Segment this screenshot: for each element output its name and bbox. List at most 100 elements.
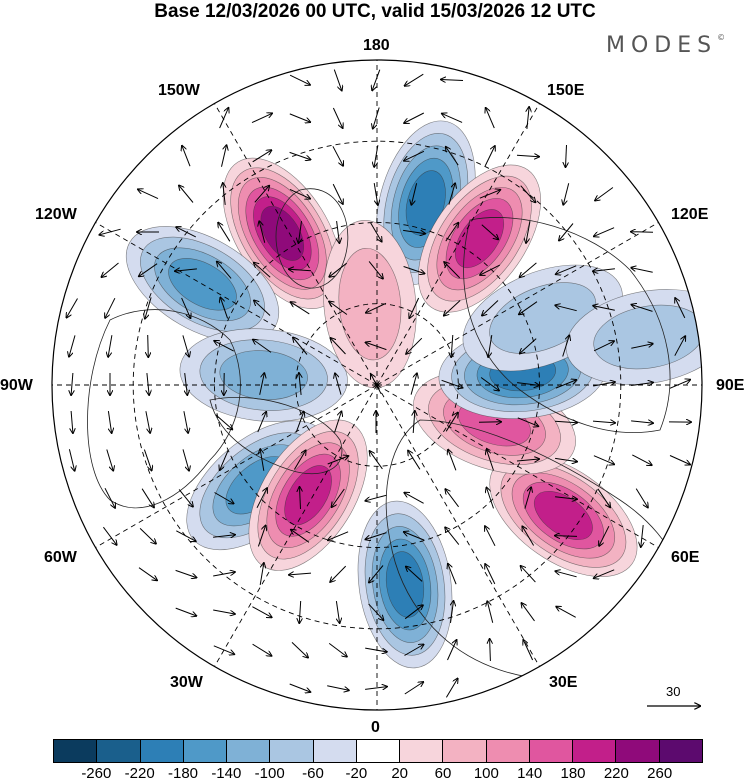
wind-arrow [451, 601, 454, 623]
wind-arrow [490, 639, 491, 662]
wind-arrow [555, 571, 577, 578]
lon-label-90w: 90W [0, 377, 33, 394]
wind-arrow [183, 411, 188, 433]
wind-arrow [329, 302, 348, 315]
wind-vectors [67, 69, 692, 698]
wind-arrow [181, 297, 191, 318]
wind-arrow [139, 263, 158, 277]
wind-arrow [139, 528, 156, 543]
wind-arrow [669, 380, 690, 389]
wind-arrow [404, 150, 425, 160]
wind-arrow [447, 640, 457, 661]
wind-arrow [103, 526, 116, 545]
wind-arrow [213, 535, 235, 538]
wind-arrow [445, 413, 458, 432]
wind-arrow [448, 183, 455, 205]
wind-arrow [451, 334, 453, 357]
colorbar-swatch [227, 740, 271, 762]
wind-arrow [444, 300, 461, 316]
wind-arrow [365, 687, 387, 690]
colorbar-swatch [356, 740, 401, 762]
wind-arrow [289, 151, 311, 159]
wind-arrow [106, 449, 113, 471]
wind-arrow [365, 494, 387, 501]
wind-arrow [481, 224, 498, 240]
wind-arrow [71, 410, 73, 433]
wind-arrow [441, 379, 463, 387]
wind-arrow [527, 107, 529, 129]
wind-arrow [299, 373, 301, 395]
lon-label-60w: 60W [44, 549, 77, 566]
wind-arrow [674, 336, 685, 356]
colorbar-tick-label: 60 [434, 765, 452, 782]
anomaly-center [357, 500, 453, 669]
wind-arrow [138, 567, 157, 581]
wind-arrow [260, 449, 265, 471]
colorbar-swatch [659, 740, 702, 762]
wind-arrow [408, 451, 421, 470]
wind-arrow [406, 567, 423, 582]
colorbar-swatch [443, 740, 487, 762]
meridian [376, 384, 540, 667]
wind-arrow [403, 229, 425, 233]
wind-arrow [594, 569, 615, 578]
coastline [463, 217, 671, 433]
wind-arrow [330, 565, 347, 582]
wind-arrow [143, 449, 151, 471]
wind-arrow [595, 187, 614, 201]
wind-arrow [485, 526, 496, 547]
wind-arrow [520, 262, 537, 277]
wind-arrow [487, 601, 494, 623]
wind-arrow [328, 643, 347, 656]
wind-arrow [254, 186, 269, 203]
wind-arrow [71, 372, 73, 395]
lon-label-90e: 90E [716, 377, 745, 394]
wind-arrow [213, 572, 235, 577]
wind-arrow [368, 261, 383, 278]
colorbar-swatch [616, 740, 660, 762]
latitude-circle [132, 140, 622, 630]
map-title: Base 12/03/2026 00 UTC, valid 15/03/2026… [154, 1, 596, 22]
colorbar-swatch [486, 740, 530, 762]
wind-arrow [555, 536, 578, 537]
wind-arrow [593, 341, 614, 352]
coastline [275, 188, 349, 289]
wind-arrow [141, 488, 154, 508]
colorbar-tick-label: 20 [391, 765, 408, 782]
wind-arrow [516, 459, 539, 461]
wind-arrow [632, 305, 653, 312]
anomaly-center [418, 164, 541, 313]
wind-arrow [599, 525, 610, 546]
wind-arrow [635, 488, 648, 508]
wind-arrow [554, 421, 577, 422]
wind-arrow [178, 489, 193, 506]
wind-arrow [148, 334, 149, 357]
coastline [209, 397, 343, 474]
wind-arrow [563, 183, 570, 204]
wind-arrow [220, 449, 229, 470]
wind-arrow [448, 564, 457, 585]
meridian [214, 384, 378, 667]
colorbar-tick-label: -20 [345, 765, 368, 782]
wind-arrow [597, 488, 610, 507]
colorbar-tick-label: 260 [647, 765, 673, 782]
coastline [87, 309, 241, 509]
wind-arrow [442, 114, 463, 123]
colorbar-swatch [529, 740, 574, 762]
wind-arrow [259, 221, 266, 243]
wind-arrow [327, 685, 349, 691]
wind-arrow [257, 412, 266, 433]
colorbar-swatch [183, 740, 228, 762]
wind-arrow [517, 417, 538, 426]
wind-arrow [522, 603, 535, 622]
wind-arrow [251, 113, 272, 124]
wind-arrow [482, 300, 499, 316]
colorbar-tick-label: -260 [81, 765, 112, 782]
wind-arrow [332, 488, 345, 507]
wind-arrow [404, 532, 425, 541]
wind-arrow [291, 642, 308, 657]
wind-arrow [289, 74, 310, 85]
lon-label-150w: 150W [158, 82, 200, 99]
wind-arrow [448, 450, 457, 471]
wind-arrow [365, 647, 387, 652]
